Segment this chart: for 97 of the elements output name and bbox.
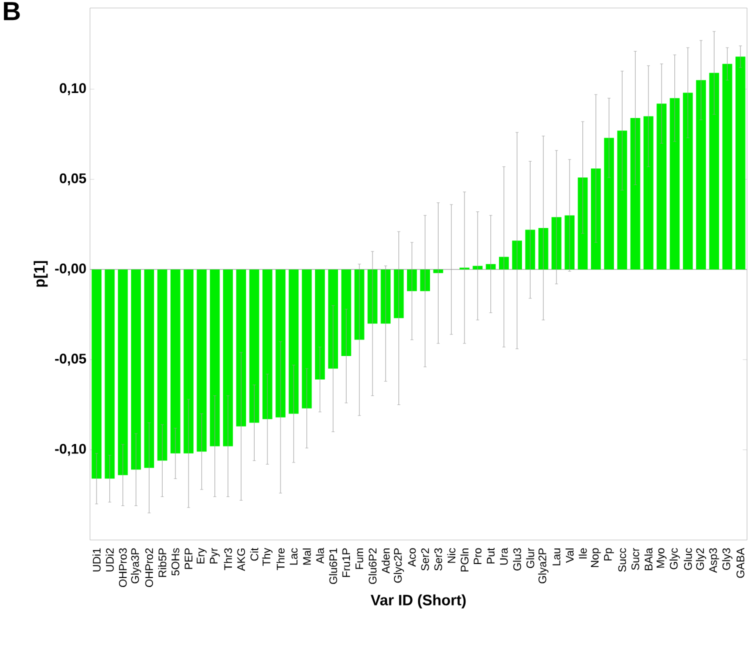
x-tick-label: Glyc [670, 548, 680, 570]
bar [315, 269, 325, 380]
bar [682, 92, 693, 270]
x-tick-label: PGln [460, 548, 469, 572]
x-tick-label: Nic [447, 548, 456, 563]
bar [644, 116, 654, 270]
x-tick-label: Aco [408, 548, 416, 567]
bar [368, 269, 378, 324]
bar [722, 64, 732, 270]
bar [249, 269, 260, 423]
y-tick-label: 0,05 [60, 173, 86, 186]
x-tick-label: Pyr [210, 548, 220, 564]
y-tick-label: 0,10 [60, 83, 86, 96]
x-tick-label: Sucr [631, 548, 640, 570]
bar [210, 269, 220, 446]
x-tick-label: Gluc [684, 548, 692, 570]
bar [472, 266, 483, 270]
x-tick-label: Put [486, 548, 495, 564]
bar [486, 264, 496, 270]
x-tick-label: Myo [656, 548, 667, 568]
x-tick-label: Succ [618, 548, 626, 572]
x-tick-label: Ser2 [421, 548, 429, 571]
x-tick-label: Gly2 [696, 548, 706, 570]
bar [564, 215, 575, 270]
x-tick-label: Thre [276, 548, 285, 570]
bar [157, 269, 168, 461]
x-tick-label: UDi2 [106, 548, 114, 572]
bar [288, 269, 299, 414]
bar [709, 72, 720, 270]
x-tick-label: Glur [526, 548, 534, 568]
x-tick-label: Asp3 [709, 548, 720, 573]
bar [196, 269, 207, 452]
bar [118, 269, 128, 476]
bar [538, 228, 548, 270]
x-tick-label: Rib5P [158, 548, 166, 577]
x-tick-label: Fum [356, 548, 364, 569]
x-tick-label: Lac [290, 548, 298, 565]
x-tick-label: 5OHs [172, 548, 180, 576]
x-tick-label: OHPro2 [145, 548, 154, 588]
bar [552, 217, 562, 270]
bar [617, 130, 628, 270]
text: B [4, 2, 20, 20]
bar [262, 269, 272, 420]
x-tick-label: Thy [262, 548, 273, 566]
x-tick-label: Glyc2P [394, 548, 404, 583]
bar [131, 269, 141, 470]
bar [354, 269, 364, 340]
x-tick-label: Glya3P [130, 548, 142, 584]
x-tick-label: UDi1 [92, 548, 101, 572]
bar [302, 269, 312, 408]
bar [525, 230, 536, 270]
bar [92, 269, 102, 479]
bar [170, 269, 180, 454]
bar [380, 269, 391, 324]
x-tick-label: Gly3 [722, 548, 732, 570]
bar [736, 56, 746, 270]
x-tick-label: Thr3 [224, 548, 232, 570]
x-tick-label: Ser3 [434, 548, 442, 571]
bar [696, 80, 706, 270]
bar [630, 118, 640, 270]
x-tick-label: Nop [590, 548, 601, 568]
x-tick-label: Aden [382, 548, 390, 574]
x-tick-label: Glu6P1 [329, 548, 338, 584]
x-tick-label: Cit [250, 548, 258, 561]
x-tick-label: Fru1P [342, 548, 350, 577]
x-tick-label: Ura [500, 548, 508, 565]
x-axis-title: Var ID (Short) [370, 594, 466, 608]
x-tick-label: Ile [578, 548, 587, 558]
x-tick-label: Ala [316, 548, 324, 564]
bar [223, 269, 233, 446]
x-tick-label: Pro [474, 548, 482, 564]
bar [498, 256, 509, 270]
x-tick-label: AKG [237, 548, 246, 571]
x-tick-label: Glu6P2 [368, 548, 377, 584]
x-tick-label: Lau [552, 548, 560, 566]
y-tick-label: -0,00 [55, 263, 86, 276]
bar [236, 269, 246, 426]
bar [104, 269, 115, 479]
bar [604, 138, 614, 270]
bar [394, 269, 404, 318]
y-tick-label: -0,05 [55, 354, 86, 366]
x-tick-label: OHPro3 [118, 548, 127, 588]
x-tick-label: Glu3 [513, 548, 522, 570]
y-axis-title: p[1] [34, 261, 48, 287]
x-tick-label: Ery [196, 548, 207, 564]
x-tick-label: Pp [604, 548, 614, 560]
bar [656, 104, 667, 270]
x-tick-label: Glya2P [538, 548, 548, 584]
bar [144, 269, 154, 468]
x-tick-label: BAla [644, 548, 652, 570]
x-tick-label: PEP [184, 548, 192, 569]
bar [670, 98, 680, 270]
x-tick-label: Val [566, 548, 574, 563]
y-tick-label: -0,10 [55, 444, 86, 456]
x-tick-label: Mal [302, 548, 311, 565]
x-tick-label: GABA [736, 548, 744, 578]
bar [184, 269, 194, 454]
